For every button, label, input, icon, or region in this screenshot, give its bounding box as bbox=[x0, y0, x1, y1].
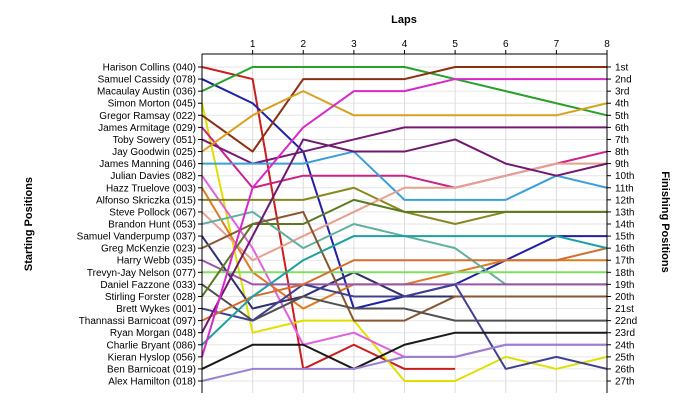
lap-tick-labels: 1 2 3 4 5 6 7 8 bbox=[250, 39, 610, 50]
finishing-position-label: 23rd bbox=[615, 328, 635, 339]
series-line bbox=[201, 138, 608, 334]
lap-tick-label: 3 bbox=[351, 39, 357, 50]
starting-position-label: Simon Morton (045) bbox=[108, 99, 196, 110]
finishing-position-label: 4th bbox=[615, 99, 629, 110]
finishing-position-label: 16th bbox=[615, 244, 634, 255]
starting-position-label: Stirling Forster (028) bbox=[105, 292, 196, 303]
starting-position-label: Brandon Hunt (053) bbox=[108, 220, 196, 231]
finishing-position-label: 18th bbox=[615, 268, 634, 279]
finishing-position-label: 11th bbox=[615, 183, 634, 194]
finishing-position-label: 3rd bbox=[615, 87, 629, 98]
finishing-position-label: 22nd bbox=[615, 316, 637, 327]
lap-tick-label: 1 bbox=[250, 39, 256, 50]
starting-position-label: Toby Sowery (051) bbox=[113, 135, 196, 146]
series-line bbox=[201, 235, 608, 346]
finishing-position-label: 10th bbox=[615, 171, 634, 182]
left-axis-title: Starting Positions bbox=[23, 177, 35, 271]
starting-position-label: Greg McKenzie (023) bbox=[101, 244, 196, 255]
starting-position-label: Ben Barnicoat (019) bbox=[107, 364, 196, 375]
series-line bbox=[201, 210, 607, 322]
lap-tick-label: 5 bbox=[452, 39, 458, 50]
series-line bbox=[201, 126, 607, 165]
series-line bbox=[201, 78, 607, 358]
finishing-position-label: 7th bbox=[615, 135, 629, 146]
starting-position-label: Charlie Bryant (086) bbox=[107, 340, 196, 351]
starting-position-label: Jay Goodwin (025) bbox=[112, 147, 196, 158]
series-line bbox=[201, 66, 608, 117]
finishing-position-labels: 1st2nd3rd4th5th6th7th8th9th10th11th12th1… bbox=[615, 63, 637, 388]
series-line bbox=[202, 150, 608, 201]
lap-tick-label: 4 bbox=[402, 39, 408, 50]
starting-position-label: Julian Davies (082) bbox=[110, 171, 196, 182]
starting-position-label: Ryan Morgan (048) bbox=[110, 328, 196, 339]
finishing-position-label: 26th bbox=[615, 364, 634, 375]
starting-position-label: Daniel Fazzone (033) bbox=[100, 280, 196, 291]
finishing-position-label: 15th bbox=[615, 232, 634, 243]
lap-tick-label: 8 bbox=[604, 39, 610, 50]
finishing-position-label: 2nd bbox=[615, 75, 632, 86]
starting-position-label: Kieran Hyslop (056) bbox=[108, 352, 196, 363]
series-line bbox=[201, 66, 607, 153]
lap-tick-label: 6 bbox=[503, 39, 509, 50]
starting-position-label: Hazz Truelove (003) bbox=[106, 183, 196, 194]
series-line bbox=[201, 103, 608, 382]
starting-position-label: Samuel Vanderpump (037) bbox=[77, 232, 196, 243]
starting-position-label: Alex Hamilton (018) bbox=[108, 377, 196, 388]
starting-position-label: Alfonso Skriczka (015) bbox=[96, 195, 196, 206]
starting-position-label: Macaulay Austin (036) bbox=[97, 87, 196, 98]
starting-position-label: Brett Wykes (001) bbox=[116, 304, 196, 315]
series-line bbox=[201, 283, 608, 370]
series-line bbox=[201, 162, 607, 262]
finishing-position-label: 20th bbox=[615, 292, 634, 303]
series-line bbox=[201, 283, 607, 322]
starting-position-label: James Armitage (029) bbox=[98, 123, 196, 134]
finishing-position-label: 1st bbox=[615, 63, 629, 74]
starting-position-label: James Manning (046) bbox=[99, 159, 196, 170]
lap-tick-label: 7 bbox=[554, 39, 560, 50]
series-line bbox=[201, 343, 607, 382]
finishing-position-label: 27th bbox=[615, 377, 634, 388]
series-line bbox=[201, 331, 607, 370]
finishing-position-label: 19th bbox=[615, 280, 634, 291]
starting-position-label: Thannassi Barnicoat (097) bbox=[79, 316, 196, 327]
finishing-position-label: 5th bbox=[615, 111, 629, 122]
starting-position-label: Samuel Cassidy (078) bbox=[98, 75, 196, 86]
finishing-position-label: 12th bbox=[615, 195, 634, 206]
x-axis-title: Laps bbox=[391, 14, 417, 26]
finishing-position-label: 14th bbox=[615, 220, 634, 231]
series-line bbox=[201, 198, 607, 298]
right-axis-title: Finishing Positions bbox=[659, 171, 671, 272]
finishing-position-label: 25th bbox=[615, 352, 634, 363]
starting-position-label: Trevyn-Jay Nelson (077) bbox=[87, 268, 196, 279]
starting-position-label: Harison Collins (040) bbox=[103, 63, 196, 74]
series-line bbox=[201, 90, 608, 153]
finishing-position-label: 6th bbox=[615, 123, 629, 134]
finishing-position-label: 17th bbox=[615, 256, 634, 267]
finishing-position-label: 9th bbox=[615, 159, 629, 170]
finishing-position-label: 8th bbox=[615, 147, 629, 158]
starting-position-labels: Harison Collins (040)Samuel Cassidy (078… bbox=[77, 63, 196, 388]
starting-position-label: Gregor Ramsay (022) bbox=[99, 111, 196, 122]
axes bbox=[198, 50, 611, 393]
lap-tick-label: 2 bbox=[300, 39, 306, 50]
starting-position-label: Steve Pollock (067) bbox=[109, 207, 196, 218]
finishing-position-label: 13th bbox=[615, 207, 634, 218]
series-line bbox=[201, 247, 608, 322]
finishing-position-label: 24th bbox=[615, 340, 634, 351]
starting-position-label: Harry Webb (035) bbox=[117, 256, 196, 267]
finishing-position-label: 21st bbox=[615, 304, 634, 315]
series-layer bbox=[201, 66, 608, 382]
